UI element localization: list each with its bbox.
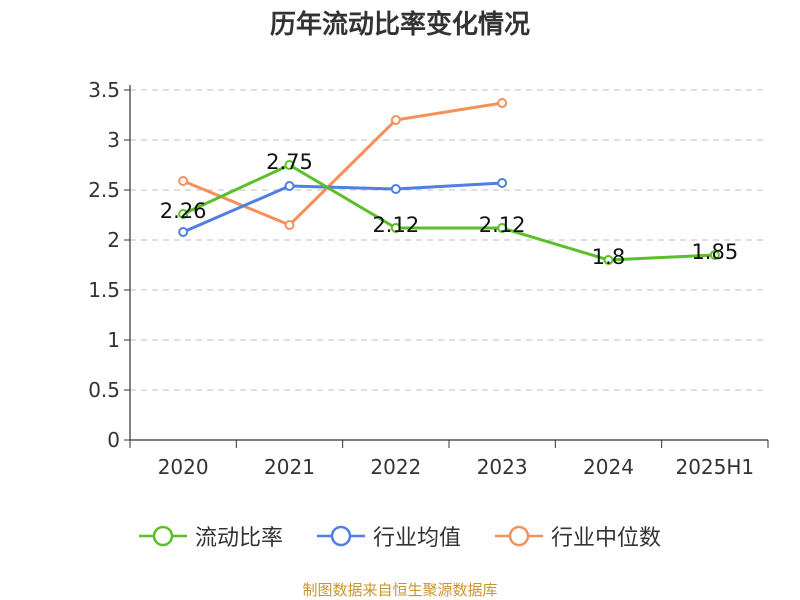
data-point	[284, 220, 295, 230]
legend-item-industry-median[interactable]: 行业中位数	[495, 520, 661, 552]
y-tick-label: 3	[107, 128, 120, 152]
data-point	[603, 255, 614, 265]
data-point	[178, 227, 189, 237]
data-point	[497, 178, 508, 188]
y-tick-label: 3.5	[88, 78, 120, 102]
y-tick-label: 2.5	[88, 178, 120, 202]
data-point	[284, 160, 295, 170]
y-tick-label: 1.5	[88, 278, 120, 302]
data-point	[178, 209, 189, 219]
source-footer: 制图数据来自恒生聚源数据库	[302, 581, 498, 599]
x-tick-label: 2025H1	[675, 455, 754, 479]
data-label: 2.12	[372, 213, 419, 237]
data-point	[497, 223, 508, 233]
data-label: 2.12	[479, 213, 526, 237]
legend-swatch	[316, 525, 365, 547]
data-point	[390, 115, 401, 125]
series-line	[182, 163, 715, 262]
x-tick-label: 2024	[583, 455, 634, 479]
series-line	[182, 101, 503, 227]
legend-label: 行业均值	[372, 526, 461, 551]
legend-item-industry-mean[interactable]: 行业均值	[316, 520, 461, 552]
data-label: 1.8	[592, 245, 625, 269]
x-tick-label: 2023	[477, 455, 528, 479]
legend-swatch	[495, 525, 543, 547]
data-label: 1.85	[691, 240, 738, 264]
data-point	[497, 98, 508, 108]
data-label: 2.26	[160, 199, 207, 223]
data-point	[178, 176, 189, 186]
data-label: 2.75	[266, 150, 313, 174]
legend-swatch	[138, 525, 187, 547]
legend: 流动比率 行业均值 行业中位数	[0, 520, 800, 552]
data-point	[709, 250, 720, 260]
series-line	[182, 181, 503, 234]
chart-title: 历年流动比率变化情况	[269, 10, 530, 40]
y-tick-label: 2	[107, 228, 120, 252]
y-tick-label: 1	[107, 328, 120, 352]
y-tick-label: 0	[107, 428, 120, 452]
legend-item-current-ratio[interactable]: 流动比率	[138, 520, 283, 552]
y-tick-label: 0.5	[88, 378, 120, 402]
x-tick-label: 2022	[370, 455, 421, 479]
data-point	[390, 184, 401, 194]
x-tick-label: 2020	[158, 455, 209, 479]
legend-label: 流动比率	[194, 526, 283, 551]
data-point	[284, 181, 295, 191]
data-point	[390, 223, 401, 233]
x-tick-label: 2021	[264, 455, 315, 479]
legend-label: 行业中位数	[551, 526, 662, 551]
